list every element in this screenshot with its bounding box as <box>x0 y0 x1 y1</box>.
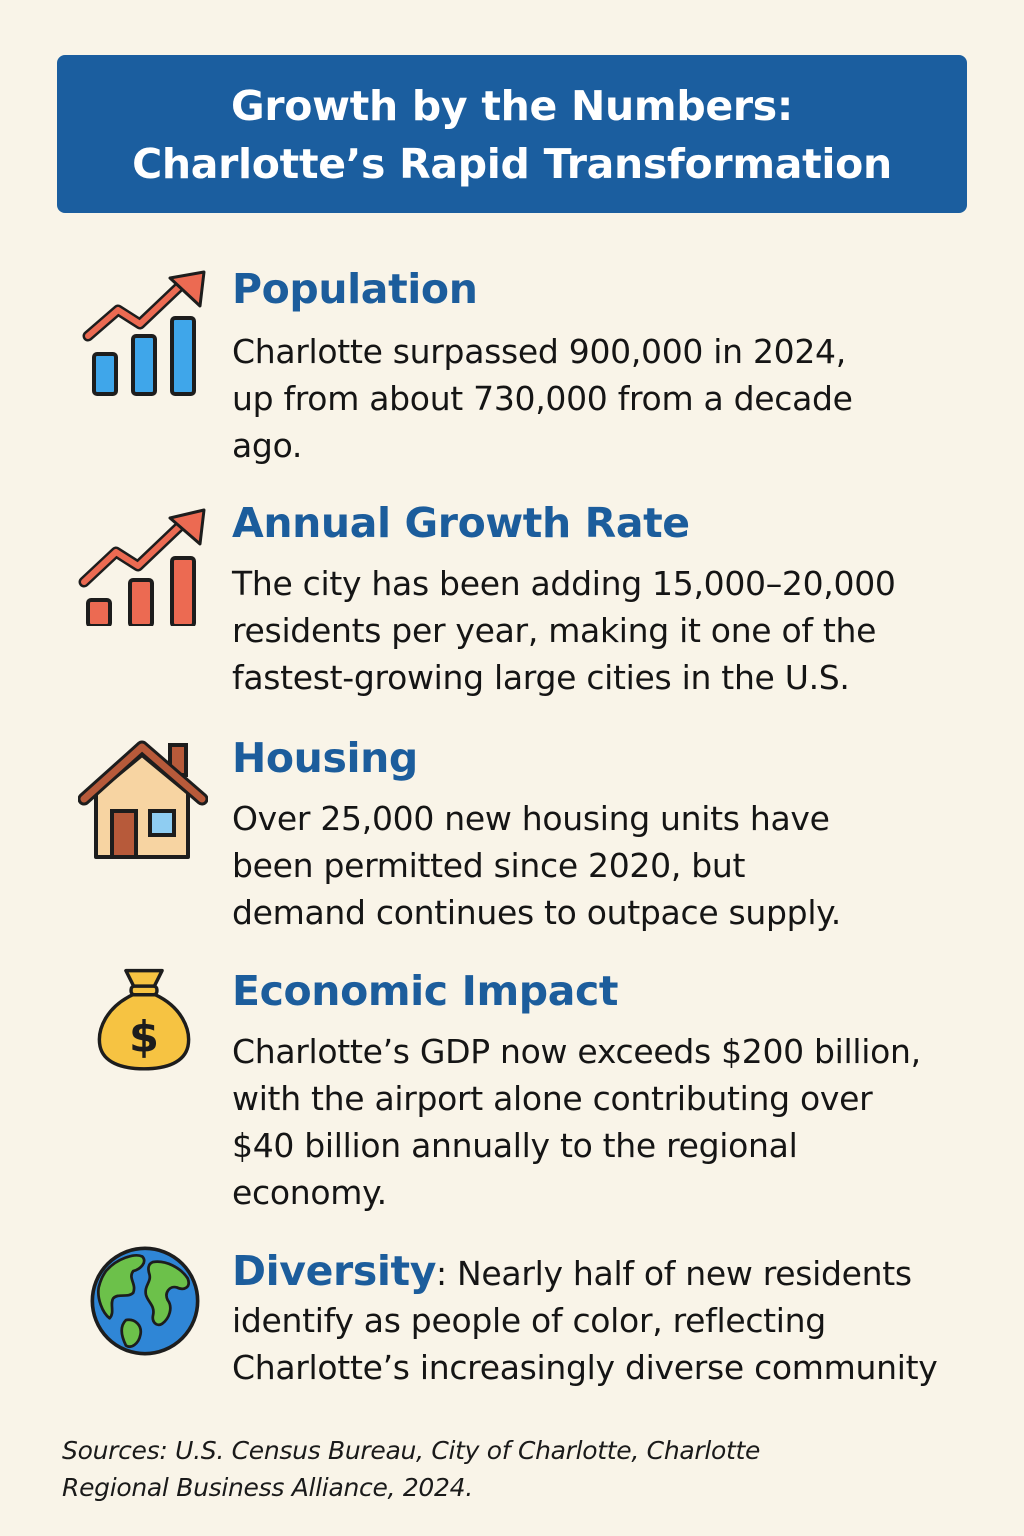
population-heading: Population <box>232 265 478 313</box>
housing-text: Over 25,000 new housing units have been … <box>232 795 1002 936</box>
population-text-line: Charlotte surpassed 900,000 in 2024, <box>232 332 846 371</box>
population-text: Charlotte surpassed 900,000 in 2024, up … <box>232 328 1002 469</box>
house-icon <box>78 740 208 859</box>
globe-icon <box>90 1246 200 1356</box>
economic-impact-text-line: Charlotte’s GDP now exceeds $200 billion… <box>232 1032 921 1071</box>
diversity-heading: Diversity <box>232 1247 437 1295</box>
annual-growth-rate-text: The city has been adding 15,000–20,000 r… <box>232 560 1002 701</box>
economic-impact-heading: Economic Impact <box>232 967 619 1015</box>
section-population: Population Charlotte surpassed 900,000 i… <box>0 258 1024 478</box>
money-bag-icon: $ <box>97 968 191 1071</box>
section-housing: Housing Over 25,000 new housing units ha… <box>0 727 1024 947</box>
title-banner: Growth by the Numbers: Charlotte’s Rapid… <box>57 55 967 213</box>
housing-heading: Housing <box>232 734 418 782</box>
sources-footnote: Sources: U.S. Census Bureau, City of Cha… <box>62 1432 962 1506</box>
section-diversity: Diversity: Nearly half of new residents … <box>0 1242 1024 1402</box>
section-annual-growth-rate: Annual Growth Rate The city has been add… <box>0 492 1024 712</box>
title-line-1: Growth by the Numbers: <box>231 82 793 130</box>
sources-line: Sources: U.S. Census Bureau, City of Cha… <box>62 1436 761 1465</box>
economic-impact-text: Charlotte’s GDP now exceeds $200 billion… <box>232 1028 1002 1216</box>
diversity-text-line: Charlotte’s increasingly diverse communi… <box>232 1348 938 1387</box>
svg-text:$: $ <box>129 1013 159 1063</box>
economic-impact-text-line: economy. <box>232 1173 387 1212</box>
annual-growth-rate-text-line: fastest-growing large cities in the U.S. <box>232 658 850 697</box>
annual-growth-rate-heading: Annual Growth Rate <box>232 499 690 547</box>
annual-growth-rate-text-line: The city has been adding 15,000–20,000 <box>232 564 896 603</box>
diversity-text-line: Nearly half of new residents <box>446 1254 912 1293</box>
diversity-text: Diversity: Nearly half of new residents … <box>232 1248 1012 1391</box>
economic-impact-text-line: $40 billion annually to the regional <box>232 1126 798 1165</box>
sources-line: Regional Business Alliance, 2024. <box>62 1473 473 1502</box>
housing-text-line: Over 25,000 new housing units have <box>232 799 830 838</box>
bar-chart-rising-arrow-icon <box>82 270 206 396</box>
economic-impact-text-line: with the airport alone contributing over <box>232 1079 873 1118</box>
population-text-line: ago. <box>232 426 303 465</box>
housing-text-line: been permitted since 2020, but <box>232 846 746 885</box>
section-economic-impact: $ Economic Impact Charlotte’s GDP now ex… <box>0 962 1024 1232</box>
title-line-2: Charlotte’s Rapid Transformation <box>132 140 892 188</box>
diversity-separator: : <box>436 1254 447 1293</box>
annual-growth-rate-text-line: residents per year, making it one of the <box>232 611 877 650</box>
diversity-first-line: Diversity: Nearly half of new residents <box>232 1248 1012 1297</box>
diversity-text-line: identify as people of color, reflecting <box>232 1301 826 1340</box>
bar-chart-growth-arrow-icon <box>78 508 206 626</box>
population-text-line: up from about 730,000 from a decade <box>232 379 853 418</box>
housing-text-line: demand continues to outpace supply. <box>232 893 841 932</box>
